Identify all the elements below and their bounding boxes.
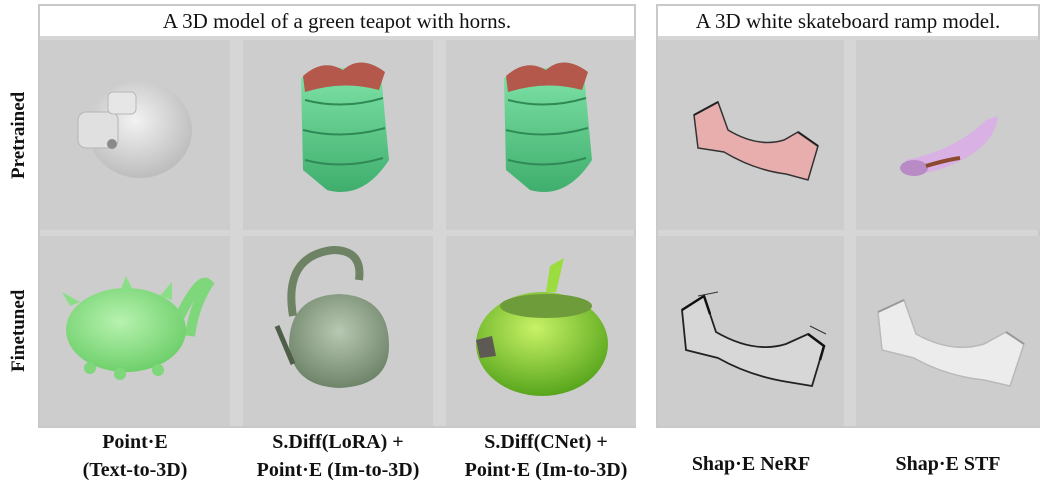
finetuned-cnet-render bbox=[446, 236, 636, 426]
column-label-stf-line1: Shap·E STF bbox=[895, 453, 1001, 475]
finetuned-stf-render bbox=[856, 236, 1040, 426]
column-label-stf: Shap·E STF bbox=[856, 450, 1040, 478]
ramp-panel-title: A 3D white skateboard ramp model. bbox=[658, 6, 1038, 36]
pretrained-pointe-render bbox=[40, 40, 230, 230]
column-label-nerf-line1: Shap·E NeRF bbox=[691, 453, 811, 475]
column-label-pointe: Point·E (Text-to-3D) bbox=[40, 428, 230, 484]
column-label-lora-line1: S.Diff(LoRA) + bbox=[272, 431, 404, 453]
column-label-nerf: Shap·E NeRF bbox=[658, 450, 844, 478]
row-label-finetuned: Finetuned bbox=[8, 289, 29, 373]
pretrained-cnet-render bbox=[446, 40, 636, 230]
pretrained-lora-render bbox=[243, 40, 433, 230]
column-label-lora-line2: Point·E (Im-to-3D) bbox=[256, 459, 420, 481]
pretrained-stf-render bbox=[856, 40, 1040, 230]
column-label-cnet-line1: S.Diff(CNet) + bbox=[484, 431, 608, 453]
pretrained-nerf-render bbox=[658, 40, 844, 230]
row-label-pretrained: Pretrained bbox=[8, 91, 29, 179]
column-label-pointe-line1: Point·E bbox=[102, 431, 168, 453]
finetuned-lora-render bbox=[243, 236, 433, 426]
teapot-panel-title: A 3D model of a green teapot with horns. bbox=[40, 6, 634, 36]
finetuned-nerf-render bbox=[658, 236, 844, 426]
column-label-lora: S.Diff(LoRA) + Point·E (Im-to-3D) bbox=[233, 428, 443, 484]
column-label-pointe-line2: (Text-to-3D) bbox=[82, 459, 188, 481]
column-label-cnet: S.Diff(CNet) + Point·E (Im-to-3D) bbox=[441, 428, 651, 484]
finetuned-pointe-render bbox=[40, 236, 230, 426]
column-label-cnet-line2: Point·E (Im-to-3D) bbox=[464, 459, 628, 481]
